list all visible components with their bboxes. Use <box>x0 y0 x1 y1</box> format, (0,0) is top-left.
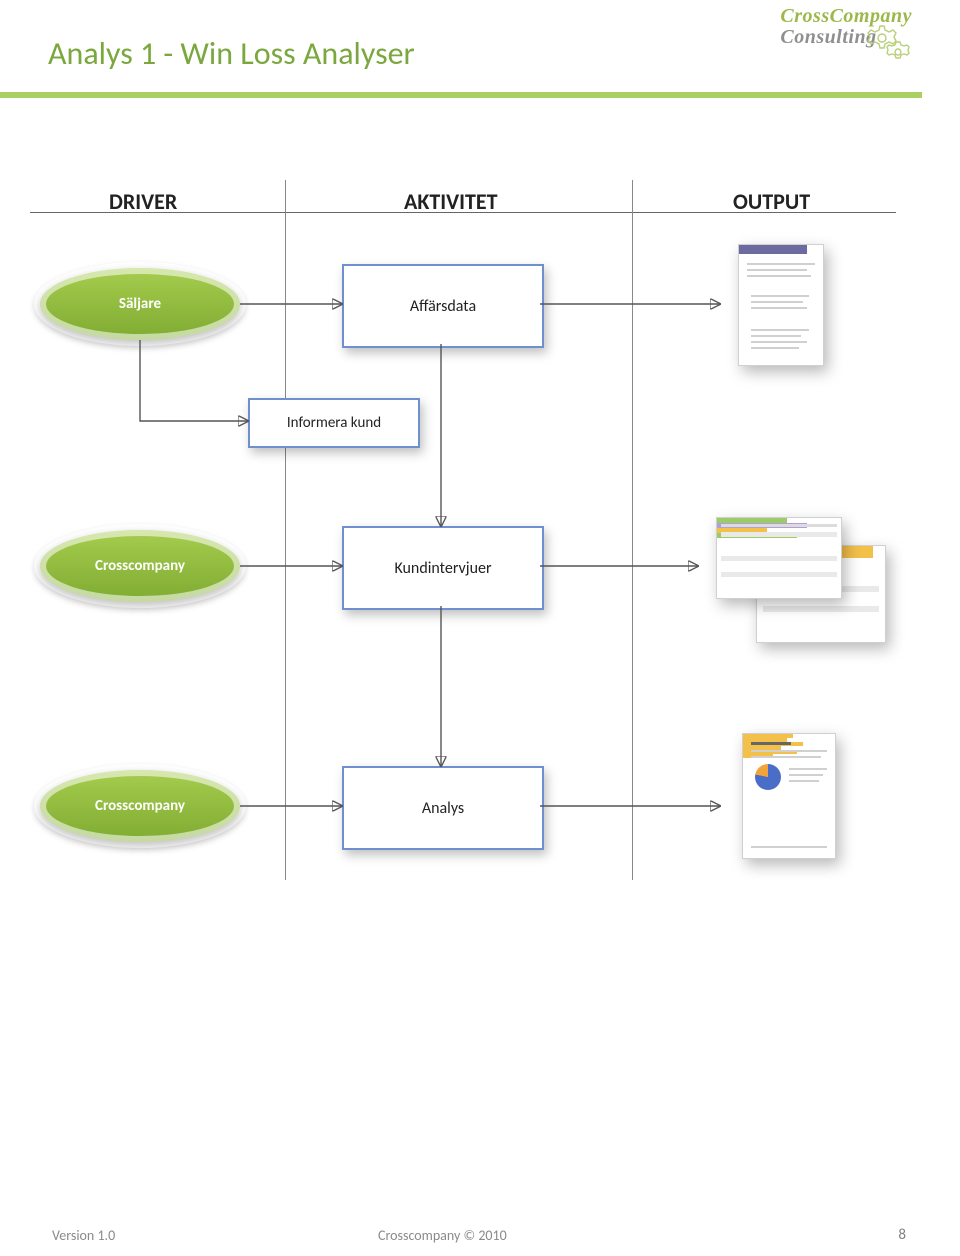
activity-label: Informera kund <box>287 414 381 432</box>
col-header-driver: DRIVER <box>109 188 177 215</box>
footer-copyright: Crosscompany © 2010 <box>378 1227 507 1244</box>
footer-page: 8 <box>898 1226 906 1244</box>
activity-analys: Analys <box>342 766 544 850</box>
col-divider-1 <box>285 180 286 880</box>
output-doc-thumb <box>738 244 824 366</box>
activity-informera-kund: Informera kund <box>248 398 420 448</box>
footer-version: Version 1.0 <box>52 1227 115 1244</box>
gear-icon <box>866 22 910 66</box>
col-header-output: OUTPUT <box>733 188 810 215</box>
activity-label: Kundintervjuer <box>394 559 491 578</box>
col-header-underline <box>30 212 896 213</box>
page-title: Analys 1 - Win Loss Analyser <box>48 34 415 73</box>
header-underline <box>0 92 922 98</box>
driver-label: Crosscompany <box>95 557 185 575</box>
brand-line2: Consulting <box>780 26 876 48</box>
driver-crosscompany-2: Crosscompany <box>40 770 240 842</box>
driver-label: Crosscompany <box>95 797 185 815</box>
col-divider-2 <box>632 180 633 880</box>
driver-label: Säljare <box>119 295 161 313</box>
driver-saljare: Säljare <box>40 268 240 340</box>
col-header-activity: AKTIVITET <box>404 188 498 215</box>
output-sheet-front <box>716 517 842 599</box>
activity-kundintervjuer: Kundintervjuer <box>342 526 544 610</box>
arrow-driver1-inform <box>140 340 248 421</box>
driver-crosscompany-1: Crosscompany <box>40 530 240 602</box>
output-report-thumb <box>742 733 836 859</box>
slide-page: Analys 1 - Win Loss Analyser CrossCompan… <box>0 0 960 1256</box>
activity-label: Affärsdata <box>410 297 476 316</box>
activity-affarsdata: Affärsdata <box>342 264 544 348</box>
activity-label: Analys <box>422 799 464 818</box>
